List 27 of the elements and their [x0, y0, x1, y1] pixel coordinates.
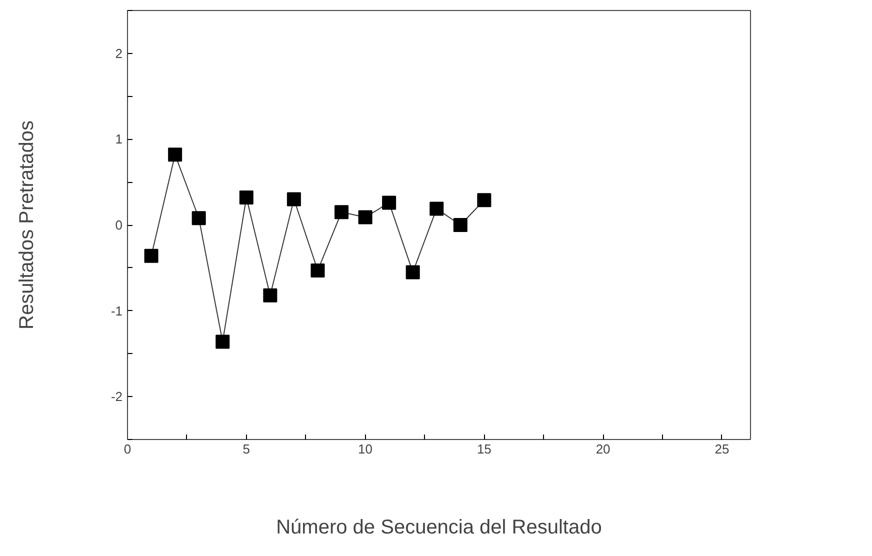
- point: [430, 202, 444, 216]
- y-tick-label: -2: [110, 389, 123, 404]
- x-tick-label: 5: [242, 442, 250, 456]
- y-tick-label: 0: [115, 218, 123, 232]
- x-tick-label: 10: [358, 442, 373, 456]
- point: [310, 263, 325, 278]
- y-tick-label: -1: [110, 303, 123, 318]
- point: [216, 334, 230, 349]
- y-tick-label: 1: [115, 132, 123, 147]
- y-axis-title: Resultados Pretratados: [16, 120, 38, 330]
- point: [144, 248, 158, 263]
- point: [239, 190, 254, 205]
- x-tick-label: 20: [596, 442, 610, 456]
- x-tick-label: 15: [476, 442, 492, 456]
- point: [453, 218, 468, 232]
- point: [358, 210, 372, 224]
- x-tick-label: 25: [714, 442, 730, 456]
- x-axis-title: Número de Secuencia del Resultado: [276, 516, 602, 538]
- point: [286, 192, 301, 206]
- y-tick-label: 2: [115, 46, 123, 61]
- point: [192, 211, 206, 226]
- point: [477, 193, 492, 208]
- point: [263, 288, 278, 302]
- point: [406, 265, 420, 280]
- point: [334, 205, 349, 220]
- point: [382, 196, 396, 210]
- point: [168, 148, 182, 162]
